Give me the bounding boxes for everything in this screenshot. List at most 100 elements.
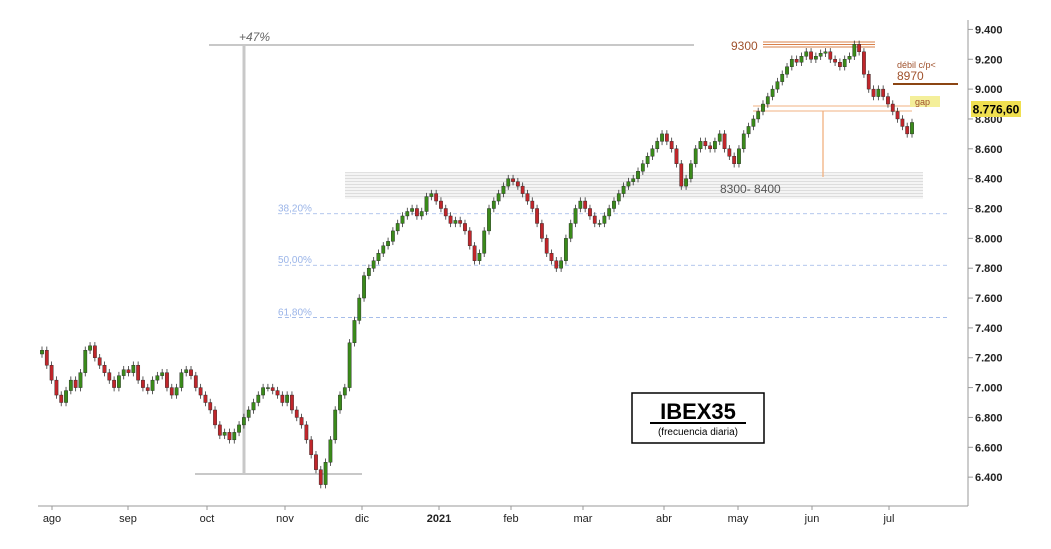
candle-body: [472, 245, 477, 261]
candle-body: [429, 193, 434, 197]
candle-body: [434, 193, 439, 202]
candle-body: [487, 208, 491, 232]
candle-body: [222, 432, 227, 436]
candle-body: [362, 275, 366, 299]
candle-body: [809, 51, 813, 60]
y-tick-label: 9.000: [975, 84, 1003, 96]
candle-body: [568, 223, 573, 239]
candle-body: [145, 387, 150, 391]
candle-body: [54, 379, 59, 396]
y-tick-label: 9.200: [975, 54, 1003, 66]
y-tick-label: 6.800: [975, 412, 1003, 424]
candle-body: [241, 417, 246, 426]
candle-body: [415, 208, 419, 217]
candle-body: [554, 260, 559, 269]
candles: [40, 40, 914, 489]
x-tick-label: 2021: [427, 513, 451, 525]
candle-body: [640, 163, 645, 172]
candle-body: [789, 59, 794, 67]
candle-body: [708, 145, 713, 150]
y-tick-label: 9.400: [975, 24, 1003, 36]
candle-body: [626, 181, 631, 187]
candle-body: [862, 51, 866, 75]
candle-body: [275, 390, 280, 396]
candle-body: [515, 181, 520, 187]
candle-body: [794, 59, 799, 63]
candle-body: [73, 379, 78, 388]
candle-body: [443, 208, 448, 217]
candle-body: [823, 51, 828, 54]
candle-body: [780, 73, 785, 82]
candle-body: [871, 88, 876, 97]
candle-body: [150, 379, 155, 391]
candle-body: [607, 208, 612, 217]
pct-label: +47%: [239, 30, 270, 44]
candle-body: [597, 223, 602, 225]
candle-body: [357, 297, 362, 321]
chart-subtitle: (frecuencia diaria): [658, 427, 738, 438]
candle-body: [477, 253, 482, 261]
candle-body: [184, 369, 189, 373]
y-tick-label: 7.800: [975, 263, 1003, 275]
candle-body: [347, 342, 352, 388]
candle-body: [165, 372, 169, 388]
candle-body: [506, 178, 511, 187]
candle-body: [674, 148, 679, 164]
candle-body: [169, 387, 174, 396]
candle-body: [655, 141, 660, 150]
candle-body: [400, 215, 405, 224]
candle-body: [97, 357, 102, 366]
candle-body: [64, 390, 68, 403]
x-tick-label: abr: [656, 513, 672, 525]
candle-body: [520, 185, 525, 194]
candle-body: [208, 402, 213, 411]
x-tick-label: oct: [200, 513, 215, 525]
candle-body: [270, 387, 275, 391]
fib-label: 50,00%: [278, 255, 312, 266]
candle-body: [386, 241, 390, 247]
candle-body: [799, 56, 804, 63]
label-9300: 9300: [731, 39, 758, 53]
y-tick-label: 6.400: [975, 472, 1003, 484]
fib-label: 38,20%: [278, 204, 312, 215]
candle-body: [737, 148, 741, 164]
candle-body: [328, 439, 333, 463]
x-tick-label: jul: [882, 513, 894, 525]
candle-body: [280, 394, 285, 403]
candle-body: [838, 62, 842, 67]
candle-body: [338, 394, 342, 411]
candle-body: [285, 394, 290, 403]
candle-body: [261, 387, 265, 396]
candle-body: [833, 59, 837, 63]
candle-body: [136, 365, 141, 381]
candle-body: [424, 196, 429, 212]
candle-body: [463, 223, 467, 232]
candle-body: [102, 365, 107, 373]
candle-body: [679, 163, 684, 187]
candle-body: [366, 268, 371, 276]
candle-body: [761, 103, 765, 112]
candle-body: [616, 193, 621, 202]
x-tick-label: mar: [574, 513, 593, 525]
candle-body: [112, 379, 116, 388]
candle-body: [371, 260, 376, 269]
candle-body: [511, 178, 515, 182]
candle-body: [636, 170, 640, 179]
candle-body: [842, 59, 847, 67]
candle-body: [266, 387, 270, 389]
candle-body: [78, 372, 83, 388]
candle-body: [583, 200, 588, 209]
candle-body: [602, 215, 607, 224]
candle-body: [770, 88, 775, 97]
candle-body: [818, 53, 823, 57]
candle-body: [141, 379, 145, 388]
candle-body: [174, 387, 179, 396]
y-tick-label: 7.600: [975, 293, 1003, 305]
candle-body: [232, 432, 237, 441]
y-tick-label: 8.600: [975, 144, 1003, 156]
x-tick-label: jun: [804, 513, 820, 525]
candle-body: [592, 215, 597, 224]
x-tick-label: ago: [43, 513, 61, 525]
axes: [38, 20, 969, 507]
